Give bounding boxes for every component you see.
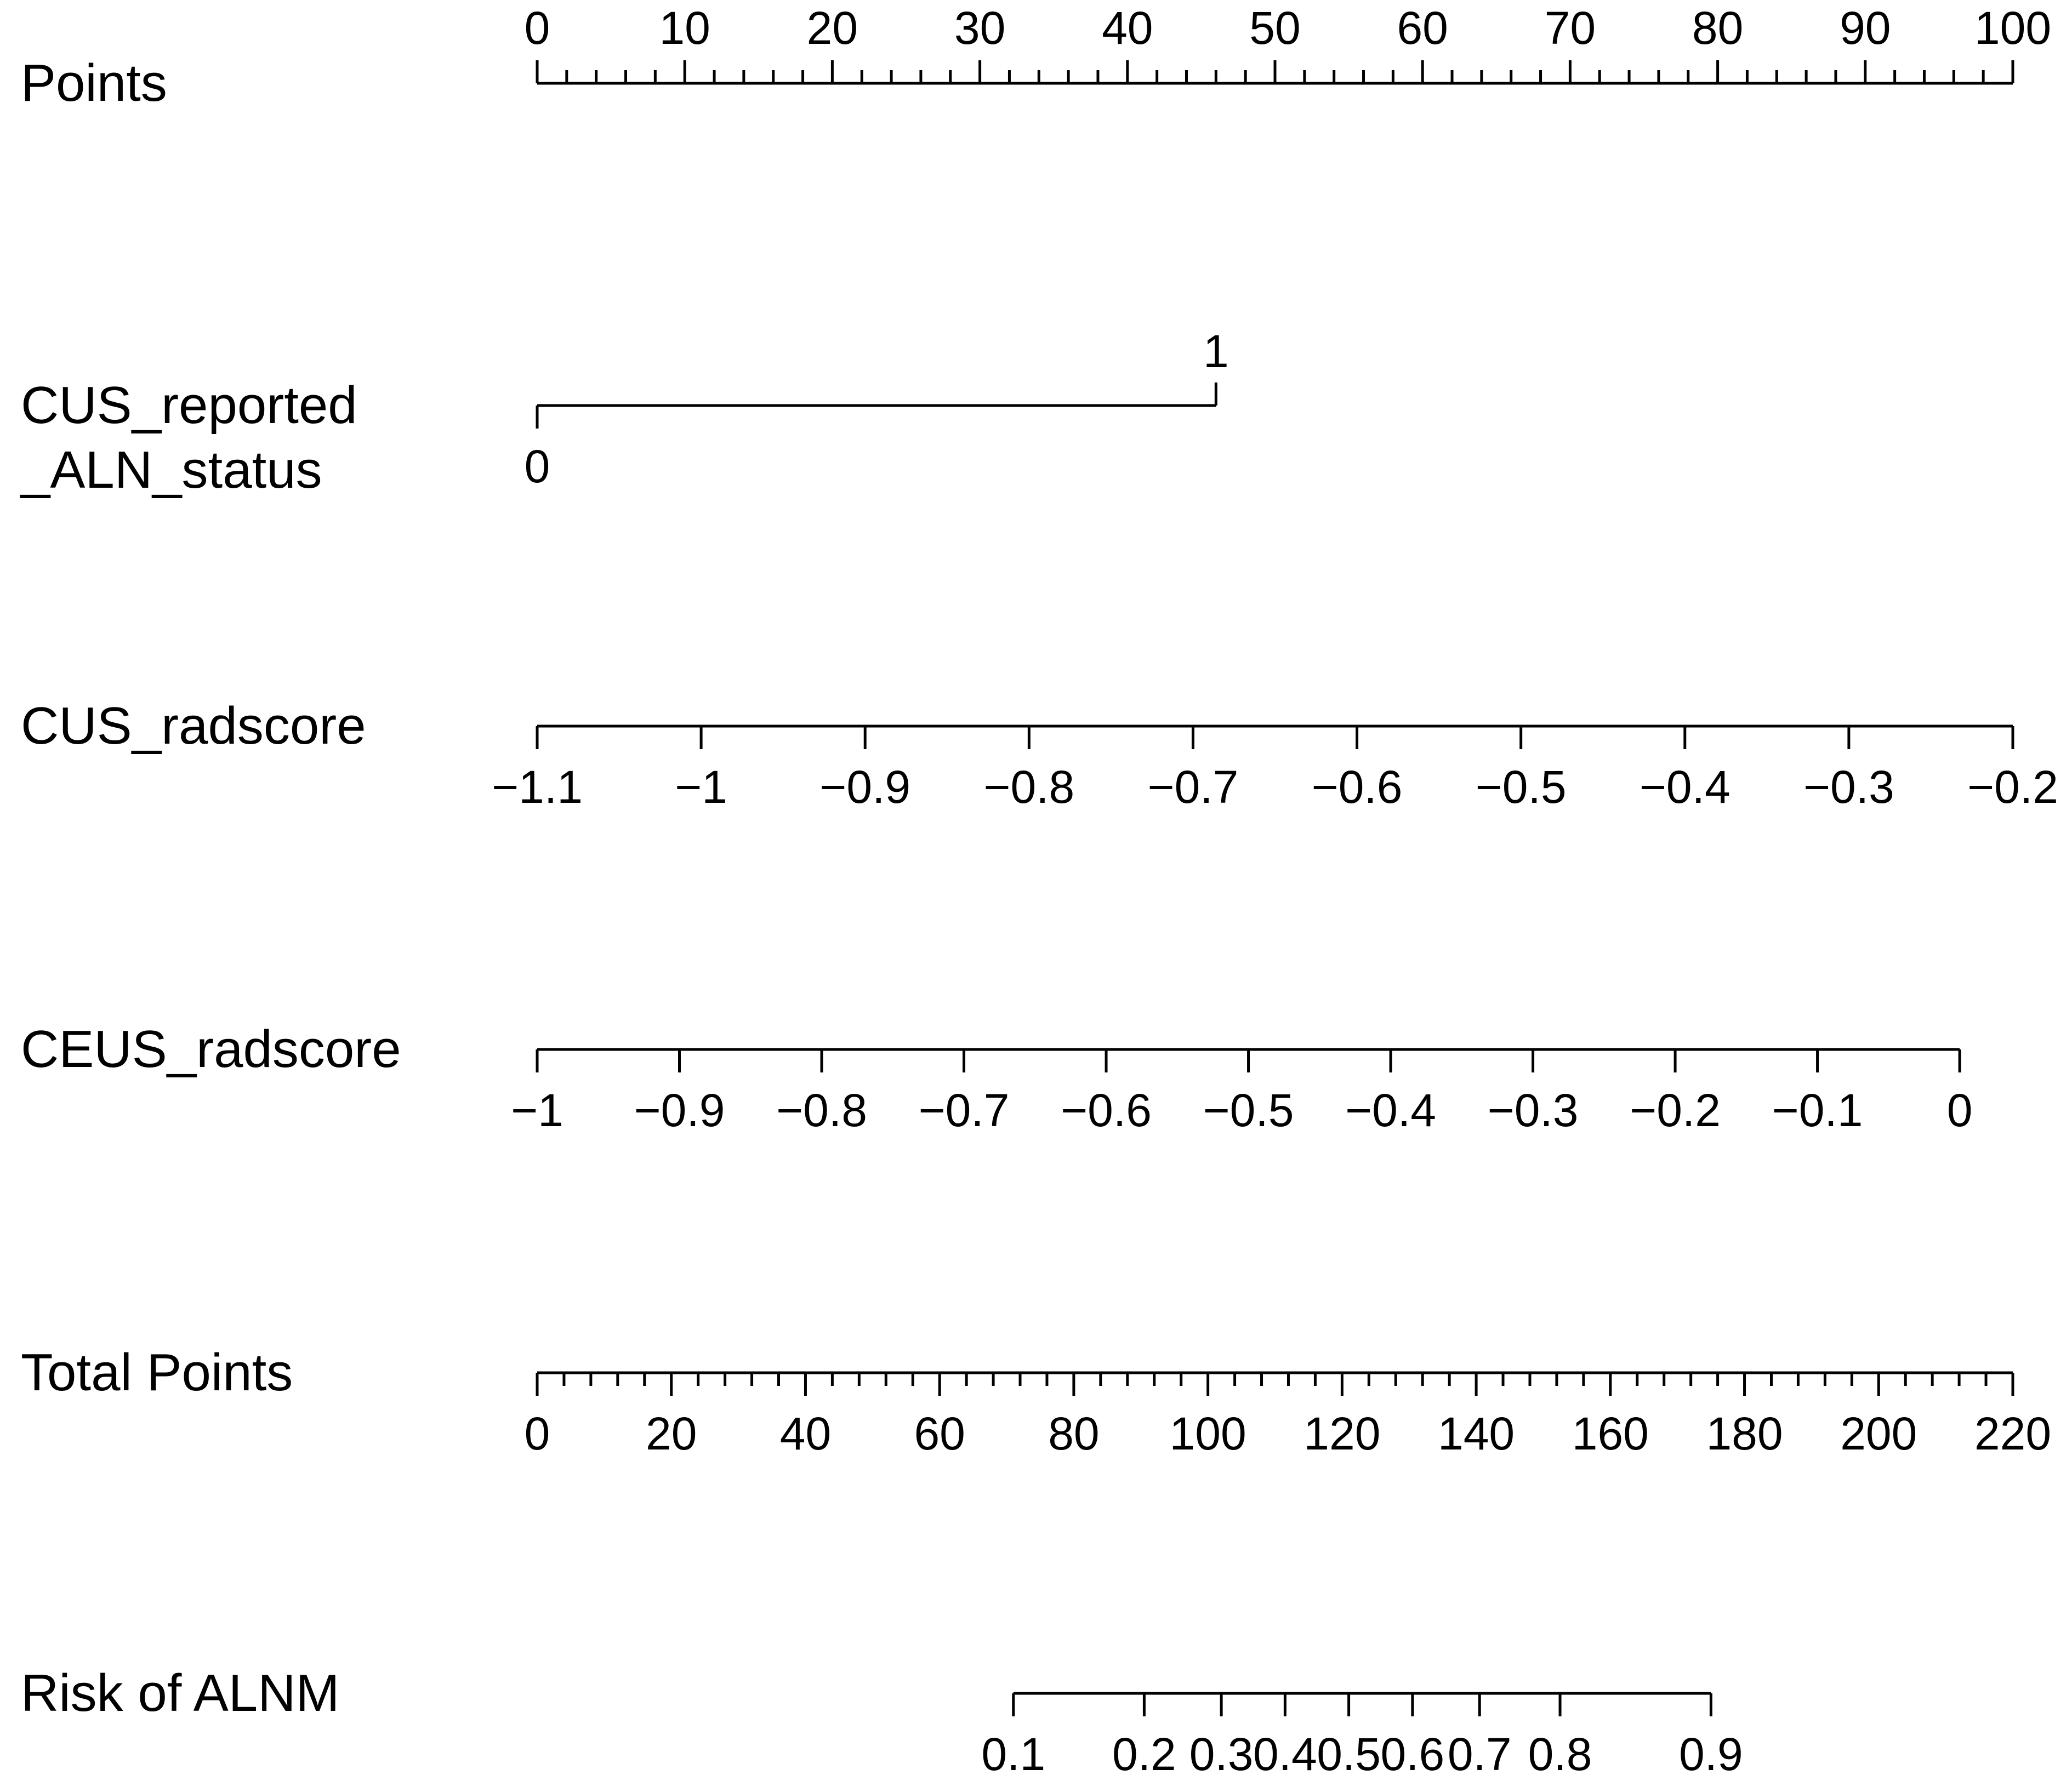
- tick-label: 0: [525, 441, 550, 492]
- tick-label: 0: [1947, 1085, 1973, 1136]
- tick-label: 0: [525, 1408, 550, 1459]
- tick-label: −0.3: [1488, 1085, 1579, 1136]
- row-label: _ALN_status: [20, 441, 322, 499]
- tick-label: 90: [1840, 2, 1891, 54]
- row-label: CUS_reported: [21, 376, 357, 435]
- tick-label: 1: [1203, 326, 1229, 377]
- tick-label: 60: [1397, 2, 1448, 54]
- row-label: Total Points: [21, 1343, 293, 1402]
- tick-label: 20: [646, 1408, 697, 1459]
- tick-label: −0.4: [1345, 1085, 1436, 1136]
- tick-label: 0.6: [1380, 1728, 1444, 1775]
- tick-label: 120: [1303, 1408, 1380, 1459]
- tick-label: −1: [675, 761, 727, 813]
- tick-label: −0.2: [1630, 1085, 1721, 1136]
- tick-label: 100: [1170, 1408, 1246, 1459]
- tick-label: 80: [1048, 1408, 1099, 1459]
- tick-label: 0.3: [1189, 1728, 1254, 1775]
- row-risk_of_alnm: Risk of ALNM 0.1 0.2 0.3 0.4 0.5 0.6 0.7 0.8 0.9: [21, 1664, 1743, 1775]
- row-label: CEUS_radscore: [21, 1020, 401, 1078]
- tick-label: −1.1: [492, 761, 583, 813]
- tick-label: 220: [1974, 1408, 2051, 1459]
- tick-label: −0.9: [819, 761, 910, 813]
- tick-label: −0.1: [1772, 1085, 1863, 1136]
- tick-label: −0.4: [1640, 761, 1731, 813]
- tick-label: 40: [1102, 2, 1153, 54]
- tick-label: 160: [1572, 1408, 1649, 1459]
- tick-label: −0.7: [919, 1085, 1010, 1136]
- tick-label: 10: [659, 2, 710, 54]
- tick-label: 100: [1974, 2, 2051, 54]
- tick-label: 0.2: [1112, 1728, 1176, 1775]
- tick-label: 180: [1706, 1408, 1783, 1459]
- tick-label: 0.1: [981, 1728, 1045, 1775]
- tick-label: −1: [511, 1085, 563, 1136]
- row-cus_reported_aln_status: CUS_reported _ALN_status 0 1: [20, 326, 1229, 499]
- row-ceus_radscore: CEUS_radscore −1 −0.9 −0.8 −0.7 −0.6 −0.5 −0.4 −…: [21, 1020, 1972, 1136]
- tick-label: −0.6: [1061, 1085, 1152, 1136]
- tick-label: 0.7: [1448, 1728, 1512, 1775]
- tick-label: 60: [914, 1408, 965, 1459]
- row-points: Points 0 10 20 30 40 50 60 70 80 90 100: [21, 2, 2051, 112]
- tick-label: −0.5: [1476, 761, 1567, 813]
- tick-label: 80: [1692, 2, 1743, 54]
- tick-label: −0.9: [634, 1085, 725, 1136]
- tick-label: 50: [1249, 2, 1300, 54]
- row-label: Points: [21, 54, 167, 112]
- tick-label: 200: [1840, 1408, 1917, 1459]
- tick-label: 70: [1545, 2, 1596, 54]
- tick-label: −0.8: [983, 761, 1074, 813]
- tick-label: 0.5: [1317, 1728, 1381, 1775]
- tick-label: 0.4: [1253, 1728, 1317, 1775]
- row-label: CUS_radscore: [21, 697, 366, 755]
- tick-label: 140: [1438, 1408, 1515, 1459]
- tick-label: 0.9: [1679, 1728, 1743, 1775]
- tick-label: 40: [780, 1408, 831, 1459]
- tick-label: −0.3: [1803, 761, 1894, 813]
- row-cus_radscore: CUS_radscore −1.1 −1 −0.9 −0.8 −0.7 −0.6 −0.5 −0…: [21, 697, 2058, 813]
- row-label: Risk of ALNM: [21, 1664, 339, 1722]
- tick-label: −0.7: [1148, 761, 1239, 813]
- tick-label: 0.8: [1528, 1728, 1592, 1775]
- tick-label: 20: [807, 2, 858, 54]
- tick-label: −0.2: [1967, 761, 2058, 813]
- tick-label: 0: [525, 2, 550, 54]
- tick-label: −0.5: [1203, 1085, 1294, 1136]
- tick-label: 30: [954, 2, 1005, 54]
- tick-label: −0.8: [776, 1085, 867, 1136]
- row-total_points: Total Points 0 20 40 60 80 100 120 140 160 180 200 2…: [21, 1343, 2051, 1459]
- tick-label: −0.6: [1312, 761, 1403, 813]
